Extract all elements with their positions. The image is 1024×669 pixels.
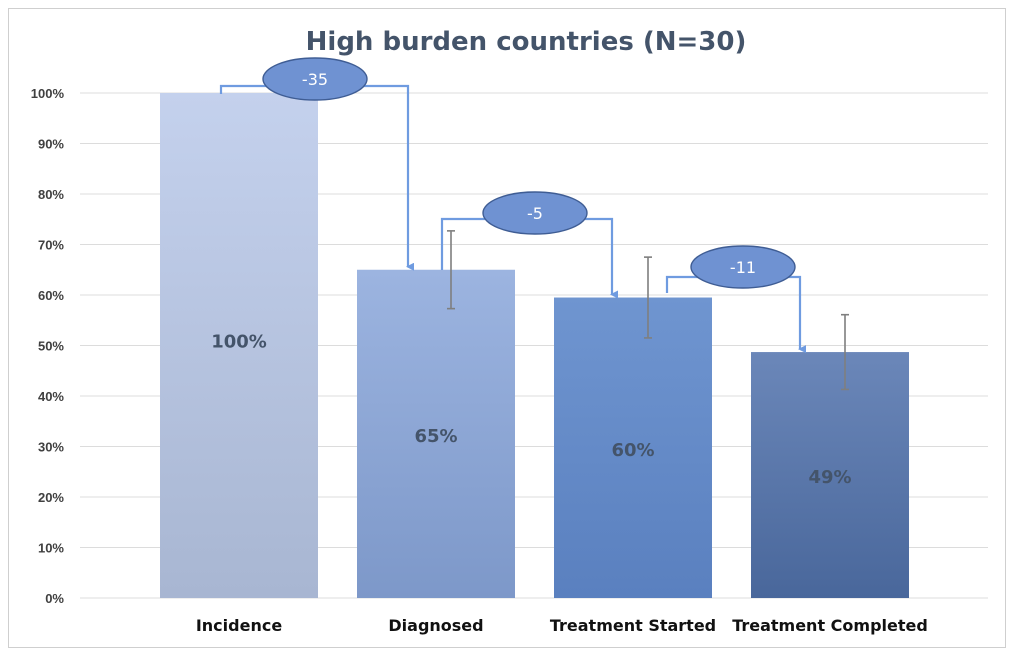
y-tick-label: 50%	[38, 339, 64, 354]
y-tick-label: 0%	[45, 591, 64, 606]
y-tick-label: 60%	[38, 288, 64, 303]
data-label: 65%	[414, 426, 457, 447]
bar-treatment-completed	[751, 352, 909, 598]
data-labels: 100% 65% 60% 49%	[211, 332, 851, 489]
y-tick-label: 70%	[38, 238, 64, 253]
x-tick-label: Treatment Started	[550, 616, 716, 635]
annotation-bubble	[690, 245, 796, 289]
error-bars	[447, 230, 849, 391]
bars	[160, 93, 909, 598]
y-tick-label: 100%	[31, 86, 65, 101]
annotation-bubble	[262, 57, 368, 101]
data-label: 49%	[808, 467, 851, 488]
y-tick-label: 10%	[38, 541, 64, 556]
y-tick-label: 90%	[38, 137, 64, 152]
y-tick-label: 40%	[38, 389, 64, 404]
y-tick-label: 80%	[38, 187, 64, 202]
annotation-label: -35	[302, 70, 328, 89]
y-axis-ticks: 0% 10% 20% 30% 40% 50% 60% 70% 80% 90% 100%	[31, 86, 65, 606]
annotation-label: -5	[527, 204, 543, 223]
data-label: 100%	[211, 332, 267, 353]
y-tick-label: 30%	[38, 440, 64, 455]
annotation-label: -11	[730, 258, 756, 277]
bar-treatment-started	[554, 297, 712, 598]
bar-incidence	[160, 93, 318, 598]
chart-title: High burden countries (N=30)	[306, 27, 747, 57]
x-axis-ticks: Incidence Diagnosed Treatment Started Treat…	[196, 616, 928, 635]
annotation-bubble	[482, 191, 588, 235]
x-tick-label: Diagnosed	[388, 616, 483, 635]
x-tick-label: Incidence	[196, 616, 282, 635]
bar-diagnosed	[357, 269, 515, 598]
y-tick-label: 20%	[38, 490, 64, 505]
x-tick-label: Treatment Completed	[732, 616, 928, 635]
data-label: 60%	[611, 440, 654, 461]
connectors: -35 -5 -11	[219, 57, 806, 354]
